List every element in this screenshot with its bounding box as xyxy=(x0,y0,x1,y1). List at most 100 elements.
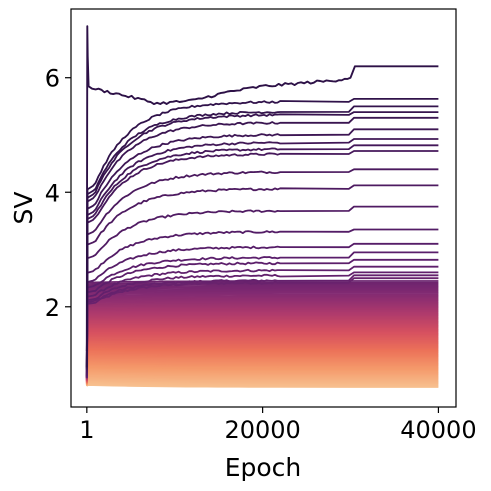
series-line-77 xyxy=(85,356,439,384)
series-line-73 xyxy=(85,351,439,384)
y-tick-label: 6 xyxy=(45,65,60,93)
x-tick-label: 40000 xyxy=(400,416,476,444)
x-axis: 1 20000 40000 xyxy=(79,407,477,444)
series-line-52 xyxy=(85,325,439,381)
series-line-70 xyxy=(85,348,439,383)
y-axis: 2 4 6 xyxy=(45,65,71,322)
series-line-86 xyxy=(85,368,439,385)
series-line-9 xyxy=(85,168,439,372)
series-line-80 xyxy=(85,360,439,384)
series-line-18 xyxy=(85,274,439,378)
series-line-47 xyxy=(85,318,439,380)
series-line-40 xyxy=(85,308,439,379)
x-axis-label: Epoch xyxy=(225,453,302,482)
series-line-11 xyxy=(85,205,439,374)
series-line-69 xyxy=(85,346,439,383)
series-line-78 xyxy=(85,358,439,384)
series-line-67 xyxy=(85,344,439,383)
series-line-35 xyxy=(85,302,439,379)
series-line-37 xyxy=(85,304,439,379)
y-axis-label: SV xyxy=(9,192,38,225)
series-line-36 xyxy=(85,303,439,379)
series-line-64 xyxy=(85,340,439,382)
series-line-1 xyxy=(85,98,439,367)
series-line-71 xyxy=(85,349,439,383)
series-line-74 xyxy=(85,353,439,384)
series-line-87 xyxy=(85,369,439,385)
series-line-2 xyxy=(85,105,439,368)
series-layer xyxy=(85,25,439,388)
series-line-24 xyxy=(85,286,439,377)
series-line-68 xyxy=(85,345,439,383)
series-line-79 xyxy=(85,359,439,384)
series-line-32 xyxy=(85,297,439,378)
series-line-94 xyxy=(85,378,439,386)
series-line-82 xyxy=(85,363,439,385)
series-line-14 xyxy=(85,251,439,377)
series-line-16 xyxy=(85,265,439,378)
series-line-45 xyxy=(85,315,439,380)
series-line-99 xyxy=(86,384,439,388)
series-line-38 xyxy=(85,306,439,379)
series-line-4 xyxy=(85,116,439,368)
series-line-84 xyxy=(85,365,439,385)
series-line-97 xyxy=(85,381,439,387)
series-line-89 xyxy=(85,371,439,386)
series-line-58 xyxy=(85,332,439,382)
series-line-66 xyxy=(85,342,439,383)
series-line-56 xyxy=(85,330,439,381)
series-line-19 xyxy=(85,277,439,379)
series-line-65 xyxy=(85,341,439,382)
series-line-5 xyxy=(85,128,439,369)
series-line-53 xyxy=(85,326,439,381)
series-line-75 xyxy=(85,354,439,384)
series-line-41 xyxy=(85,310,439,379)
series-line-83 xyxy=(85,364,439,385)
series-line-61 xyxy=(85,336,439,382)
series-line-31 xyxy=(85,296,439,378)
series-line-96 xyxy=(85,380,439,386)
series-line-42 xyxy=(85,311,439,380)
series-line-54 xyxy=(85,327,439,381)
series-line-91 xyxy=(85,374,439,386)
series-line-15 xyxy=(85,258,439,377)
series-line-93 xyxy=(85,376,439,386)
series-line-43 xyxy=(85,312,439,380)
series-line-88 xyxy=(85,370,439,385)
series-line-8 xyxy=(85,150,439,371)
series-line-57 xyxy=(85,331,439,381)
series-line-44 xyxy=(85,314,439,380)
series-line-49 xyxy=(85,321,439,380)
series-line-17 xyxy=(85,271,439,378)
plot-frame xyxy=(70,8,457,408)
series-line-6 xyxy=(85,138,439,370)
series-line-10 xyxy=(85,184,439,373)
y-tick-label: 4 xyxy=(45,179,60,207)
series-line-39 xyxy=(85,307,439,379)
series-line-55 xyxy=(85,328,439,381)
series-line-72 xyxy=(85,350,439,383)
series-line-98 xyxy=(85,383,439,387)
series-line-7 xyxy=(85,144,439,370)
series-line-95 xyxy=(85,379,439,386)
x-tick-label: 20000 xyxy=(224,416,300,444)
series-line-51 xyxy=(85,323,439,381)
series-line-33 xyxy=(85,299,439,378)
series-line-92 xyxy=(85,375,439,386)
series-line-12 xyxy=(85,228,439,376)
series-line-60 xyxy=(85,335,439,382)
series-line-48 xyxy=(85,319,439,380)
series-line-81 xyxy=(85,361,439,385)
series-line-62 xyxy=(85,337,439,382)
series-line-50 xyxy=(85,322,439,381)
series-line-63 xyxy=(85,339,439,382)
series-line-0 xyxy=(85,25,439,351)
series-line-90 xyxy=(85,373,439,386)
series-line-46 xyxy=(85,317,439,380)
series-line-13 xyxy=(85,242,439,376)
y-tick-label: 2 xyxy=(45,294,60,322)
series-line-34 xyxy=(85,300,439,378)
series-line-85 xyxy=(85,366,439,385)
series-line-3 xyxy=(85,111,439,368)
